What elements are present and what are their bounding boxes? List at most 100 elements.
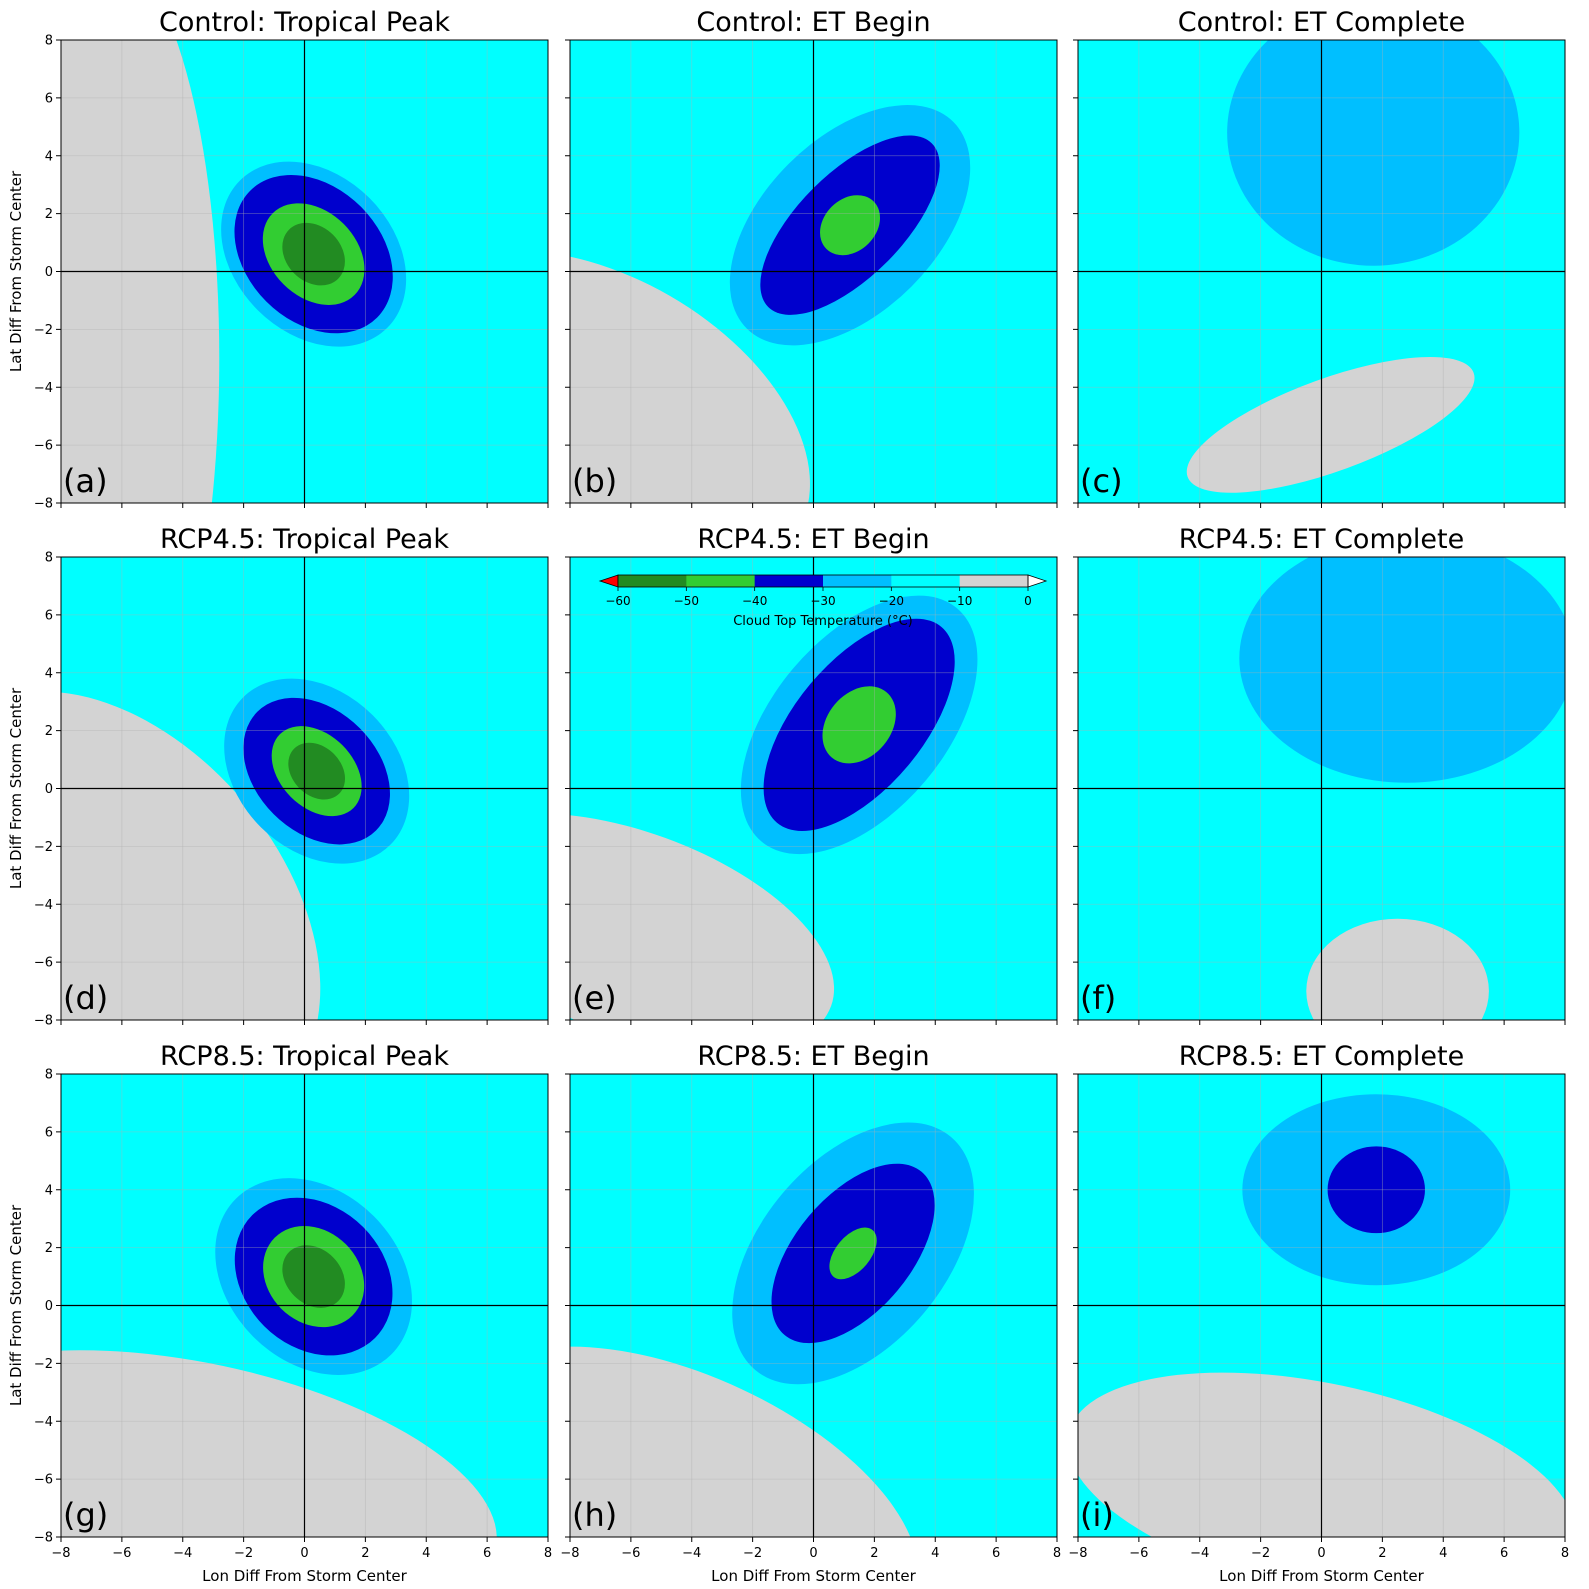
y-tick-label: 4 (45, 666, 53, 681)
y-tick-label: 8 (45, 34, 53, 49)
colorbar-tick-label: −30 (810, 594, 835, 608)
x-tick-label: −4 (682, 1546, 701, 1561)
x-tick-label: 2 (870, 1546, 878, 1561)
y-tick-label: 2 (45, 1241, 53, 1256)
y-tick-label: 0 (45, 782, 53, 797)
colorbar-segment (823, 575, 892, 587)
y-axis-label: Lat Diff From Storm Center (7, 170, 25, 372)
x-tick-label: −6 (621, 1546, 640, 1561)
contour-fill-20 (1227, 40, 1520, 266)
x-axis-label: Lon Diff From Storm Center (711, 1567, 916, 1585)
contour-fill-40 (829, 1227, 877, 1280)
y-tick-label: 6 (45, 91, 53, 106)
x-tick-label: −4 (173, 1546, 192, 1561)
y-tick-label: −2 (34, 1357, 53, 1372)
x-tick-label: −2 (743, 1546, 762, 1561)
clear-sky-region (61, 691, 321, 1020)
y-tick-label: −8 (34, 1014, 53, 1029)
contour-fill-50 (288, 742, 346, 800)
x-tick-label: −8 (1068, 1546, 1087, 1561)
panel-label: (a) (63, 462, 108, 500)
panel-label: (h) (572, 1496, 617, 1534)
colorbar-segment (754, 575, 824, 587)
panel-title: RCP8.5: Tropical Peak (160, 1041, 449, 1072)
colorbar-segment (686, 575, 756, 587)
x-tick-label: 2 (1378, 1546, 1386, 1561)
panel-title: RCP8.5: ET Begin (697, 1041, 929, 1072)
colorbar-segment (618, 575, 687, 587)
y-tick-label: −4 (34, 381, 53, 396)
panel-h: −8 −6 −4 −2 0 2 4 6 8 RCP8.5: ET Begin (h) Lon Diff… (560, 1041, 1061, 1585)
panel-title: Control: ET Begin (696, 7, 930, 38)
x-tick-label: 6 (992, 1546, 1000, 1561)
x-tick-label: 8 (544, 1546, 552, 1561)
contour-fill-40 (822, 686, 896, 764)
y-tick-label: −8 (34, 1531, 53, 1546)
panel-title: RCP4.5: ET Begin (697, 524, 929, 555)
colorbar-tick-label: −10 (947, 594, 972, 608)
y-tick-label: 0 (45, 1299, 53, 1314)
clear-sky-region (1186, 357, 1475, 493)
contour-field-f (1078, 557, 1565, 1020)
y-tick-label: 2 (45, 724, 53, 739)
y-tick-label: 6 (45, 1125, 53, 1140)
panel-i: −8 −6 −4 −2 0 2 4 6 8 RCP8.5: ET Complete (i) Lon D… (1068, 1041, 1569, 1585)
panel-d: −8 −6 −4 −2 0 2 4 6 8 RCP4.5: Tropical Peak (d) Lat… (7, 524, 549, 1029)
contour-field-i (1078, 1074, 1565, 1537)
y-tick-label: −4 (34, 898, 53, 913)
y-tick-label: −2 (34, 840, 53, 855)
clear-sky-region (1306, 918, 1489, 1020)
colorbar-segment (959, 575, 1029, 587)
x-tick-label: −8 (51, 1546, 70, 1561)
y-axis-label: Lat Diff From Storm Center (7, 687, 25, 889)
y-tick-label: −4 (34, 1415, 53, 1430)
x-tick-label: 4 (1439, 1546, 1447, 1561)
x-tick-label: 4 (931, 1546, 939, 1561)
clear-sky-region (61, 1350, 497, 1537)
contour-fill-40 (820, 195, 881, 256)
contour-fill-20 (1239, 557, 1565, 783)
colorbar-tick-label: −40 (742, 594, 767, 608)
y-axis-label: Lat Diff From Storm Center (7, 1204, 25, 1406)
panel-label: (b) (572, 462, 617, 500)
x-tick-label: −2 (234, 1546, 253, 1561)
panel-label: (d) (63, 979, 108, 1017)
x-tick-label: 2 (361, 1546, 369, 1561)
x-tick-label: −8 (560, 1546, 579, 1561)
panel-g: −8 −6 −4 −2 0 2 4 6 8 −8 −6 −4 −2 0 2 4 6 8 RCP8.5: Tropic… (7, 1041, 552, 1585)
panel-e: RCP4.5: ET Begin (e) −60 −50 −40 −30 −20 −10 0 Cl… (565, 524, 1058, 1025)
x-tick-label: 6 (1500, 1546, 1508, 1561)
x-tick-label: −6 (1129, 1546, 1148, 1561)
y-tick-label: −6 (34, 1473, 53, 1488)
y-tick-label: 8 (45, 1068, 53, 1083)
x-tick-label: 0 (809, 1546, 817, 1561)
y-tick-label: 4 (45, 149, 53, 164)
x-tick-label: −6 (112, 1546, 131, 1561)
colorbar: −60 −50 −40 −30 −20 −10 0 Cloud Top Temperature… (598, 574, 1048, 629)
panel-label: (i) (1080, 1496, 1114, 1534)
y-tick-label: −6 (34, 956, 53, 971)
colorbar-tick-label: −60 (605, 594, 630, 608)
colorbar-tick-label: 0 (1024, 594, 1032, 608)
y-tick-label: −6 (34, 439, 53, 454)
y-tick-label: 0 (45, 265, 53, 280)
panel-b: Control: ET Begin (b) (565, 7, 1058, 508)
panel-title: RCP4.5: Tropical Peak (160, 524, 449, 555)
colorbar-segment (891, 575, 961, 587)
y-tick-label: 8 (45, 551, 53, 566)
panel-label: (f) (1080, 979, 1116, 1017)
x-tick-label: 0 (300, 1546, 308, 1561)
y-tick-label: 6 (45, 608, 53, 623)
x-tick-label: −2 (1251, 1546, 1270, 1561)
colorbar-tick-label: −20 (879, 594, 904, 608)
clear-sky-region (570, 250, 810, 503)
panel-label: (g) (63, 1496, 108, 1534)
panel-label: (c) (1080, 462, 1123, 500)
y-tick-label: −2 (34, 323, 53, 338)
panel-title: Control: ET Complete (1178, 7, 1466, 38)
panel-title: RCP8.5: ET Complete (1179, 1041, 1464, 1072)
x-tick-label: 8 (1561, 1546, 1569, 1561)
x-tick-label: −4 (1190, 1546, 1209, 1561)
x-tick-label: 4 (422, 1546, 430, 1561)
x-axis-label: Lon Diff From Storm Center (202, 1567, 407, 1585)
